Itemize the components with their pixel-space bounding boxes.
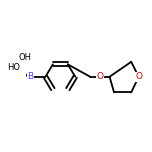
Text: O: O xyxy=(96,72,103,81)
Text: OH: OH xyxy=(19,53,32,62)
Text: B: B xyxy=(27,72,34,81)
Text: HO: HO xyxy=(8,63,21,72)
Text: O: O xyxy=(135,72,142,81)
